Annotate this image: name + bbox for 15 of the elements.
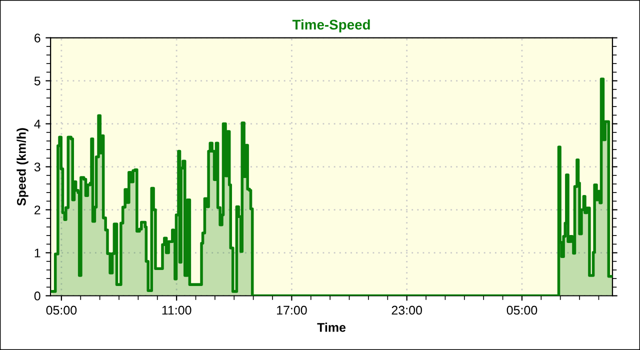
x-tick-label: 05:00 (506, 306, 538, 315)
y-tick-label: 0 (34, 292, 40, 300)
y-tick-label: 1 (34, 248, 40, 258)
x-tick-label: 17:00 (277, 306, 307, 315)
y-tick-label: 6 (34, 34, 40, 42)
x-tick-label: 05:00 (46, 306, 77, 315)
chart-title: Time-Speed (292, 19, 370, 32)
y-tick-label: 2 (34, 206, 40, 214)
x-tick-label: 23:00 (392, 306, 422, 315)
x-tick-label: 11:00 (162, 306, 192, 315)
y-axis-title: Speed (km/h) (16, 128, 28, 206)
y-tick-label: 3 (34, 162, 40, 172)
x-axis-title: Time (317, 322, 346, 332)
y-tick-label: 5 (34, 76, 40, 86)
y-tick-label: 4 (34, 120, 40, 128)
